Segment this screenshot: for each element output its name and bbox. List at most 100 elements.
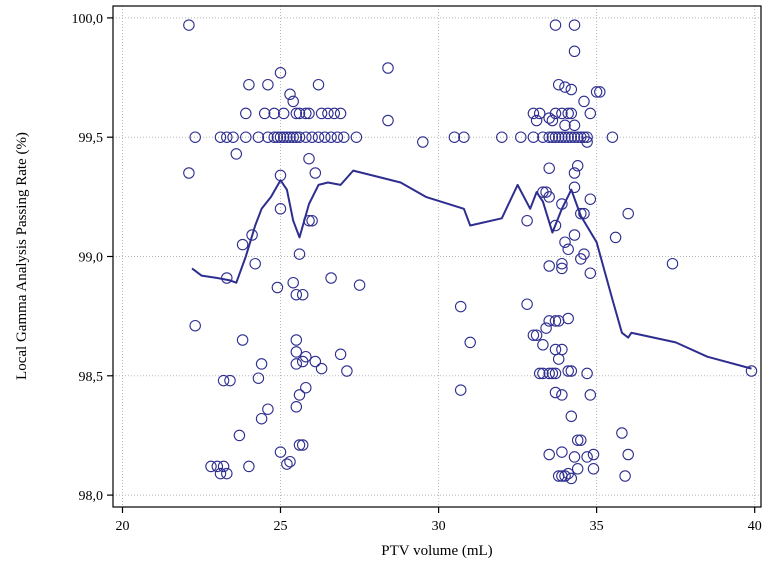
data-point [543,448,555,461]
data-point [189,319,201,332]
data-point [382,62,394,74]
data-point [290,107,303,120]
data-point [568,229,581,241]
data-point [537,367,549,380]
data-point [666,257,679,270]
data-point [571,160,584,172]
data-point [515,131,527,143]
data-point [543,131,555,143]
data-point [543,260,555,272]
data-point [312,78,325,91]
data-point [543,315,555,327]
data-point [353,279,366,291]
data-point [296,439,309,451]
data-point [331,131,344,143]
data-point [571,131,584,143]
data-point [183,167,195,179]
data-point [217,460,230,473]
data-point [290,358,303,370]
data-point [271,131,284,143]
data-point [568,131,581,143]
data-point [315,107,328,120]
data-point [303,107,315,120]
data-point [338,131,350,143]
data-point [306,214,318,227]
data-point [325,131,337,143]
data-point [565,131,578,143]
data-point [312,131,325,143]
data-point [290,401,303,413]
data-point [546,131,559,143]
data-point [293,248,306,260]
data-point [458,131,470,143]
data-point [341,365,353,377]
data-point [571,463,584,475]
data-point [322,107,334,120]
data-point [581,136,593,148]
x-tick-label: 25 [274,519,288,534]
data-point [556,389,568,401]
data-point [464,336,476,349]
data-point [246,229,258,241]
data-point [290,288,303,301]
data-point [328,107,341,120]
data-point [255,412,268,425]
data-point [300,131,312,143]
data-point [549,131,562,143]
data-point [549,367,562,380]
data-point [556,446,568,458]
axis-ticks [107,17,756,513]
data-point [549,343,562,356]
data-point [556,131,568,143]
data-point [315,362,328,375]
y-axis-title: Local Gamma Analysis Passing Rate (%) [14,132,30,380]
data-point [262,131,274,143]
data-point [274,131,287,143]
data-point [214,131,227,143]
data-point [258,107,271,120]
data-point [233,429,246,442]
data-point [594,86,606,98]
data-point [300,107,312,120]
data-point [334,348,347,361]
data-point [274,446,287,458]
data-point [236,334,249,346]
data-point [571,434,584,446]
data-point [587,463,600,475]
data-point [281,131,293,143]
data-point [274,203,287,215]
data-point [527,329,540,341]
data-point [546,114,559,127]
data-point [221,272,233,284]
data-point [745,365,758,377]
trend-line [191,169,752,370]
y-tick-label: 98,0 [79,489,104,504]
data-point [521,214,533,227]
data-point [562,312,574,325]
data-point [284,88,296,101]
data-point [530,114,543,127]
data-point [300,350,312,363]
data-point [565,472,578,485]
data-point [350,131,363,143]
data-point [556,257,568,270]
data-point [252,372,265,384]
data-point [581,451,593,463]
data-point [622,207,634,220]
trend-lines [191,169,752,370]
data-point [521,298,533,310]
data-point [549,19,562,31]
data-point [556,262,568,275]
data-point [559,119,571,132]
data-point [584,107,597,120]
data-point [382,114,394,127]
data-point [274,67,287,79]
data-point [243,460,255,473]
data-point [277,107,290,120]
data-point [211,460,224,473]
x-tick-label: 40 [748,519,762,534]
data-point [214,467,227,480]
data-point [537,339,549,351]
data-point [224,374,236,387]
data-points [183,19,758,485]
